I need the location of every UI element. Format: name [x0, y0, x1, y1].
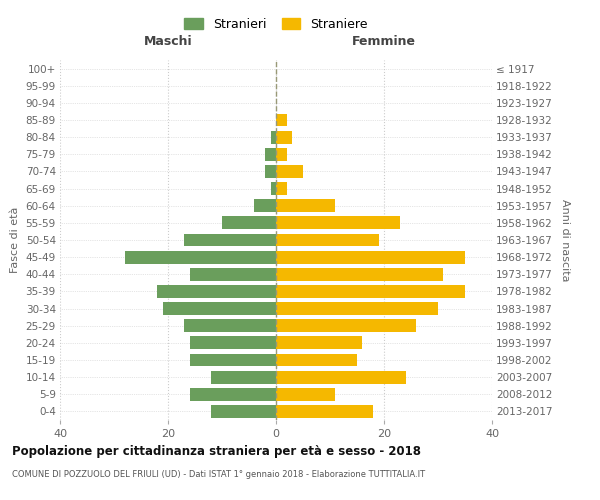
- Bar: [276, 234, 379, 246]
- Text: Maschi: Maschi: [143, 35, 193, 48]
- Bar: [190, 354, 276, 366]
- Bar: [190, 268, 276, 280]
- Bar: [125, 250, 276, 264]
- Bar: [163, 302, 276, 315]
- Bar: [271, 182, 276, 195]
- Bar: [276, 165, 303, 178]
- Text: Popolazione per cittadinanza straniera per età e sesso - 2018: Popolazione per cittadinanza straniera p…: [12, 445, 421, 458]
- Y-axis label: Fasce di età: Fasce di età: [10, 207, 20, 273]
- Bar: [276, 388, 335, 400]
- Bar: [276, 320, 416, 332]
- Bar: [276, 148, 287, 160]
- Bar: [276, 200, 335, 212]
- Bar: [276, 370, 406, 384]
- Y-axis label: Anni di nascita: Anni di nascita: [560, 198, 569, 281]
- Bar: [190, 388, 276, 400]
- Bar: [276, 216, 400, 230]
- Bar: [276, 285, 465, 298]
- Bar: [265, 165, 276, 178]
- Bar: [184, 320, 276, 332]
- Bar: [276, 114, 287, 126]
- Bar: [276, 130, 292, 143]
- Bar: [157, 285, 276, 298]
- Text: Femmine: Femmine: [352, 35, 416, 48]
- Bar: [222, 216, 276, 230]
- Bar: [276, 354, 357, 366]
- Bar: [276, 182, 287, 195]
- Text: COMUNE DI POZZUOLO DEL FRIULI (UD) - Dati ISTAT 1° gennaio 2018 - Elaborazione T: COMUNE DI POZZUOLO DEL FRIULI (UD) - Dat…: [12, 470, 425, 479]
- Bar: [276, 250, 465, 264]
- Bar: [271, 130, 276, 143]
- Bar: [184, 234, 276, 246]
- Bar: [276, 405, 373, 418]
- Bar: [276, 302, 438, 315]
- Legend: Stranieri, Straniere: Stranieri, Straniere: [178, 11, 374, 37]
- Bar: [276, 336, 362, 349]
- Bar: [211, 370, 276, 384]
- Bar: [276, 268, 443, 280]
- Bar: [254, 200, 276, 212]
- Bar: [211, 405, 276, 418]
- Bar: [265, 148, 276, 160]
- Bar: [190, 336, 276, 349]
